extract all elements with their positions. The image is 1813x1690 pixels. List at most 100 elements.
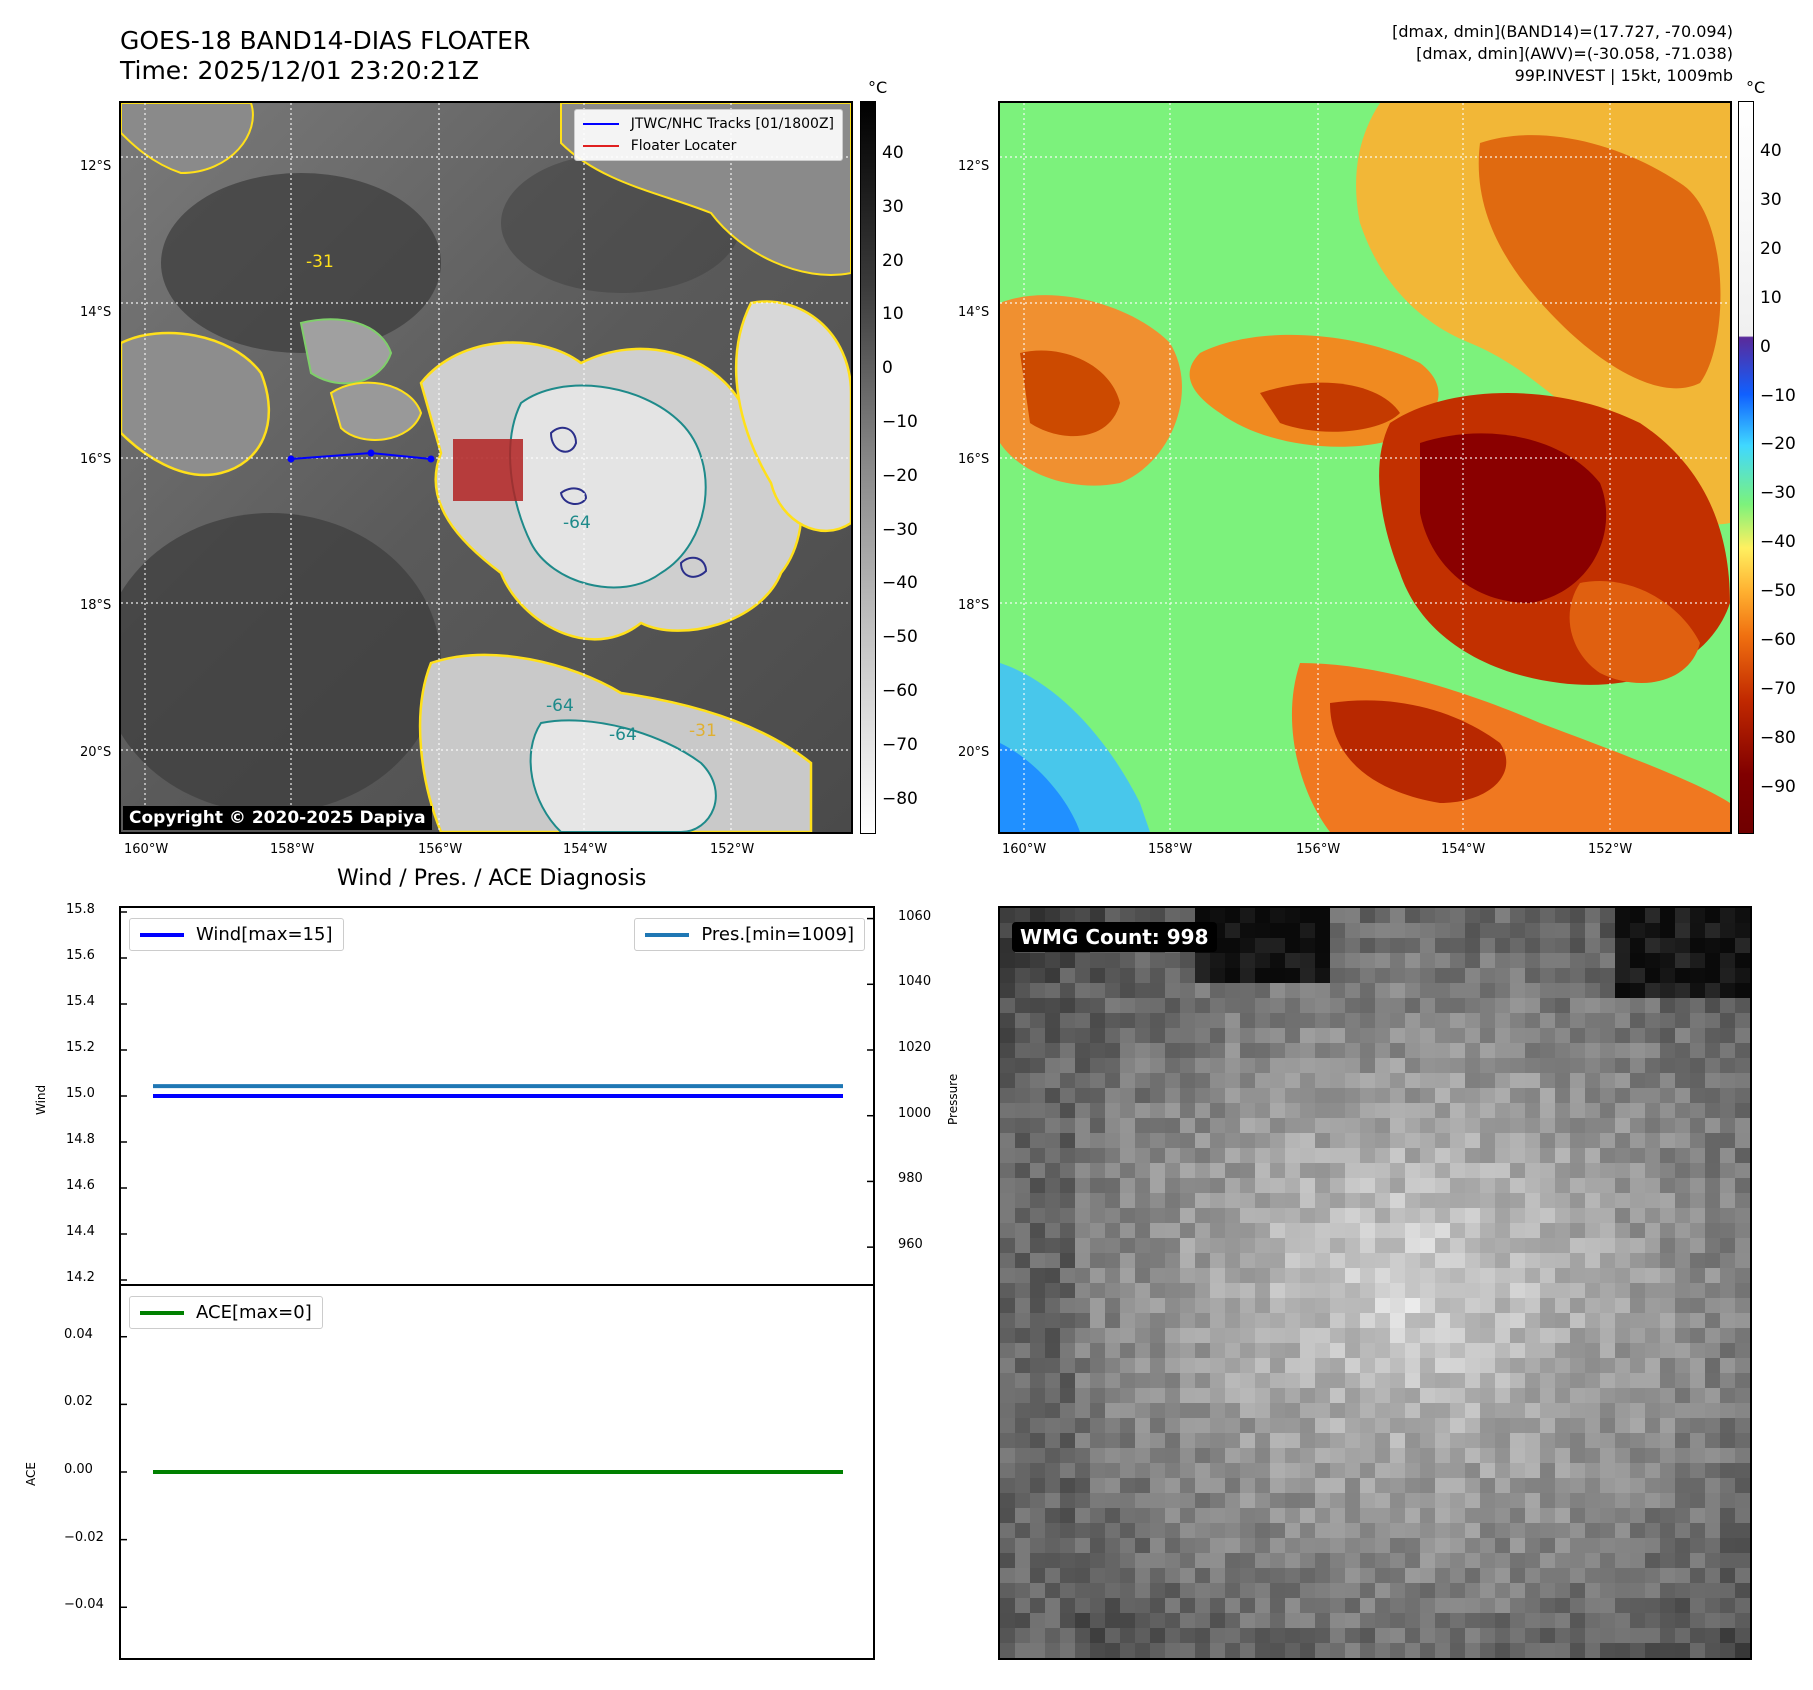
wind-ytick: 14.2: [66, 1270, 95, 1285]
legend-floater-label: Floater Locater: [630, 138, 737, 154]
lat-tick: 18°S: [958, 598, 990, 613]
ir-colorbar-tick: −20: [882, 465, 918, 486]
lon-tick: 154°W: [563, 842, 608, 857]
wv-colorbar-tick: 20: [1760, 238, 1782, 259]
pressure-ylabel: Pressure: [946, 1073, 960, 1125]
wv-colorbar-unit: °C: [1746, 78, 1766, 97]
wv-colorbar-tick: −10: [1760, 385, 1796, 406]
pres-ytick: 1060: [898, 908, 932, 924]
figure-time: Time: 2025/12/01 23:20:21Z: [120, 56, 479, 85]
wv-colorbar-tick: −40: [1760, 532, 1796, 553]
lon-tick: 158°W: [270, 842, 315, 857]
ir-colorbar-tick: −10: [882, 412, 918, 432]
track-point: [427, 455, 435, 463]
lat-tick: 14°S: [80, 305, 112, 320]
diag-title: Wind / Pres. / ACE Diagnosis: [337, 866, 647, 891]
lon-tick: 152°W: [1588, 842, 1633, 857]
ir-colorbar-tick: −60: [882, 681, 918, 701]
pres-ytick: 1040: [898, 974, 932, 990]
pres-legend: Pres.[min=1009]: [634, 918, 865, 951]
track-point: [367, 449, 375, 457]
legend-track-label: JTWC/NHC Tracks [01/1800Z]: [630, 116, 834, 132]
pres-ytick: 1000: [898, 1105, 932, 1121]
wv-colorbar: [1738, 101, 1754, 834]
info-awv-range: [dmax, dmin](AWV)=(-30.058, -71.038): [1416, 44, 1733, 63]
wind-pres-plot: [121, 911, 873, 1281]
ace-ytick: −0.04: [64, 1597, 104, 1613]
wind-ytick: 14.6: [66, 1178, 95, 1193]
wind-ytick: 14.4: [66, 1224, 95, 1239]
ir-colorbar-tick: 10: [882, 304, 904, 325]
ir-colorbar-tick: −70: [882, 734, 918, 755]
lat-tick: 18°S: [80, 598, 112, 613]
contour-label: -64: [563, 513, 591, 533]
lon-tick: 156°W: [418, 842, 463, 857]
track-point: [287, 455, 295, 463]
lat-tick: 16°S: [80, 452, 112, 467]
contour-label: -31: [689, 721, 717, 741]
wv-colorbar-tick: 40: [1760, 141, 1782, 161]
lon-tick: 152°W: [710, 842, 755, 857]
contour-label: -31: [306, 252, 334, 272]
pres-legend-label: Pres.[min=1009]: [701, 924, 854, 945]
wv-colorbar-tick: −30: [1760, 483, 1796, 504]
lon-tick: 160°W: [124, 842, 169, 857]
wv-map-panel: [998, 101, 1732, 834]
ace-ytick: 0.00: [64, 1462, 93, 1477]
ace-chart: ACE[max=0]: [119, 1284, 875, 1660]
wmg-panel: WMG Count: 998: [998, 906, 1752, 1660]
ir-colorbar-tick: 40: [882, 143, 904, 163]
ir-map: -31 -64 -64 -64 -31: [121, 103, 851, 832]
wind-legend-label: Wind[max=15]: [196, 924, 333, 945]
wv-colorbar-tick: −80: [1760, 727, 1796, 748]
ace-legend: ACE[max=0]: [129, 1296, 323, 1329]
wv-colorbar-tick: −90: [1760, 776, 1796, 797]
wv-colorbar-tick: 0: [1760, 336, 1771, 357]
ace-ytick: 0.04: [64, 1326, 93, 1342]
contour-label: -64: [546, 696, 574, 716]
ir-colorbar: [860, 101, 876, 834]
wv-colorbar-tick: 30: [1760, 189, 1782, 210]
ir-colorbar-unit: °C: [868, 78, 888, 97]
info-storm: 99P.INVEST | 15kt, 1009mb: [1514, 66, 1733, 85]
lat-tick: 20°S: [958, 745, 990, 760]
ir-colorbar-tick: −40: [882, 573, 918, 594]
wind-pres-chart: Wind[max=15] Pres.[min=1009]: [119, 906, 875, 1286]
wv-colorbar-tick: −50: [1760, 581, 1796, 602]
lat-tick: 12°S: [958, 159, 990, 174]
pres-ytick: 960: [898, 1237, 923, 1253]
wv-colorbar-tick: −70: [1760, 678, 1796, 699]
ace-ytick: −0.02: [64, 1529, 104, 1545]
ace-plot: [121, 1335, 843, 1609]
ir-colorbar-tick: 20: [882, 250, 904, 271]
ir-legend: JTWC/NHC Tracks [01/1800Z] Floater Locat…: [573, 109, 843, 161]
wind-ytick: 15.2: [66, 1040, 95, 1055]
wind-ytick: 15.4: [66, 994, 95, 1009]
wind-ytick: 15.8: [66, 902, 95, 917]
wv-map: [1000, 103, 1730, 832]
figure-title: GOES-18 BAND14-DIAS FLOATER: [120, 26, 531, 55]
contour-label: -64: [609, 725, 637, 745]
wmg-count-label: WMG Count: 998: [1012, 922, 1217, 952]
lat-tick: 12°S: [80, 159, 112, 174]
ir-colorbar-tick: 0: [882, 358, 893, 379]
wind-legend: Wind[max=15]: [129, 918, 344, 951]
wmg-mosaic: [1000, 908, 1750, 1658]
ace-ylabel: ACE: [24, 1462, 38, 1486]
ir-colorbar-tick: 30: [882, 196, 904, 217]
wmg-image: [1000, 908, 1750, 1658]
pres-ytick: 980: [898, 1171, 923, 1187]
ir-map-panel: -31 -64 -64 -64 -31 JTWC/NHC Tracks [01/…: [119, 101, 853, 834]
wind-ylabel: Wind: [34, 1084, 48, 1115]
lon-tick: 160°W: [1002, 842, 1047, 857]
floater-locator-box: [453, 439, 523, 501]
info-band14-range: [dmax, dmin](BAND14)=(17.727, -70.094): [1392, 22, 1733, 41]
lat-tick: 20°S: [80, 745, 112, 760]
ir-colorbar-tick: −50: [882, 627, 918, 648]
pres-ytick: 1020: [898, 1040, 932, 1055]
ace-legend-label: ACE[max=0]: [196, 1302, 312, 1323]
ir-colorbar-tick: −30: [882, 519, 918, 540]
lat-tick: 14°S: [958, 305, 990, 320]
lon-tick: 158°W: [1148, 842, 1193, 857]
ace-ytick: 0.02: [64, 1394, 93, 1410]
